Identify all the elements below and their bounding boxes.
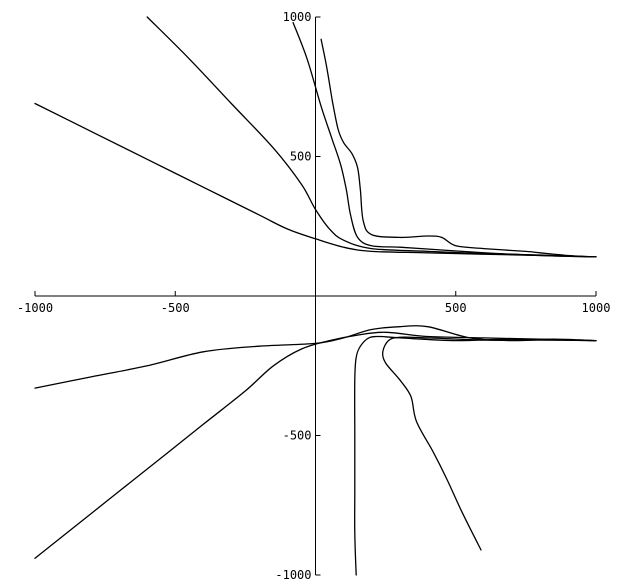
x-tick-label: 500 <box>445 301 467 315</box>
curve-6 <box>34 331 597 559</box>
curve-2 <box>146 16 597 258</box>
y-tick-label: 500 <box>290 150 312 164</box>
x-tick-label: -500 <box>161 301 190 315</box>
curve-8 <box>382 336 597 551</box>
axes <box>35 17 596 575</box>
curve-3 <box>292 21 597 258</box>
x-tick-label: -1000 <box>17 301 53 315</box>
y-tick-label: -500 <box>283 429 312 443</box>
curve-4 <box>320 38 597 258</box>
x-tick-label: 1000 <box>582 301 611 315</box>
curve-7 <box>354 335 597 576</box>
y-tick-label: -1000 <box>275 568 311 582</box>
axis-ticks: -1000 -500 500 1000 1000 500 -500 -1000 <box>17 10 611 582</box>
y-tick-label: 1000 <box>283 10 312 24</box>
curves <box>34 16 597 576</box>
